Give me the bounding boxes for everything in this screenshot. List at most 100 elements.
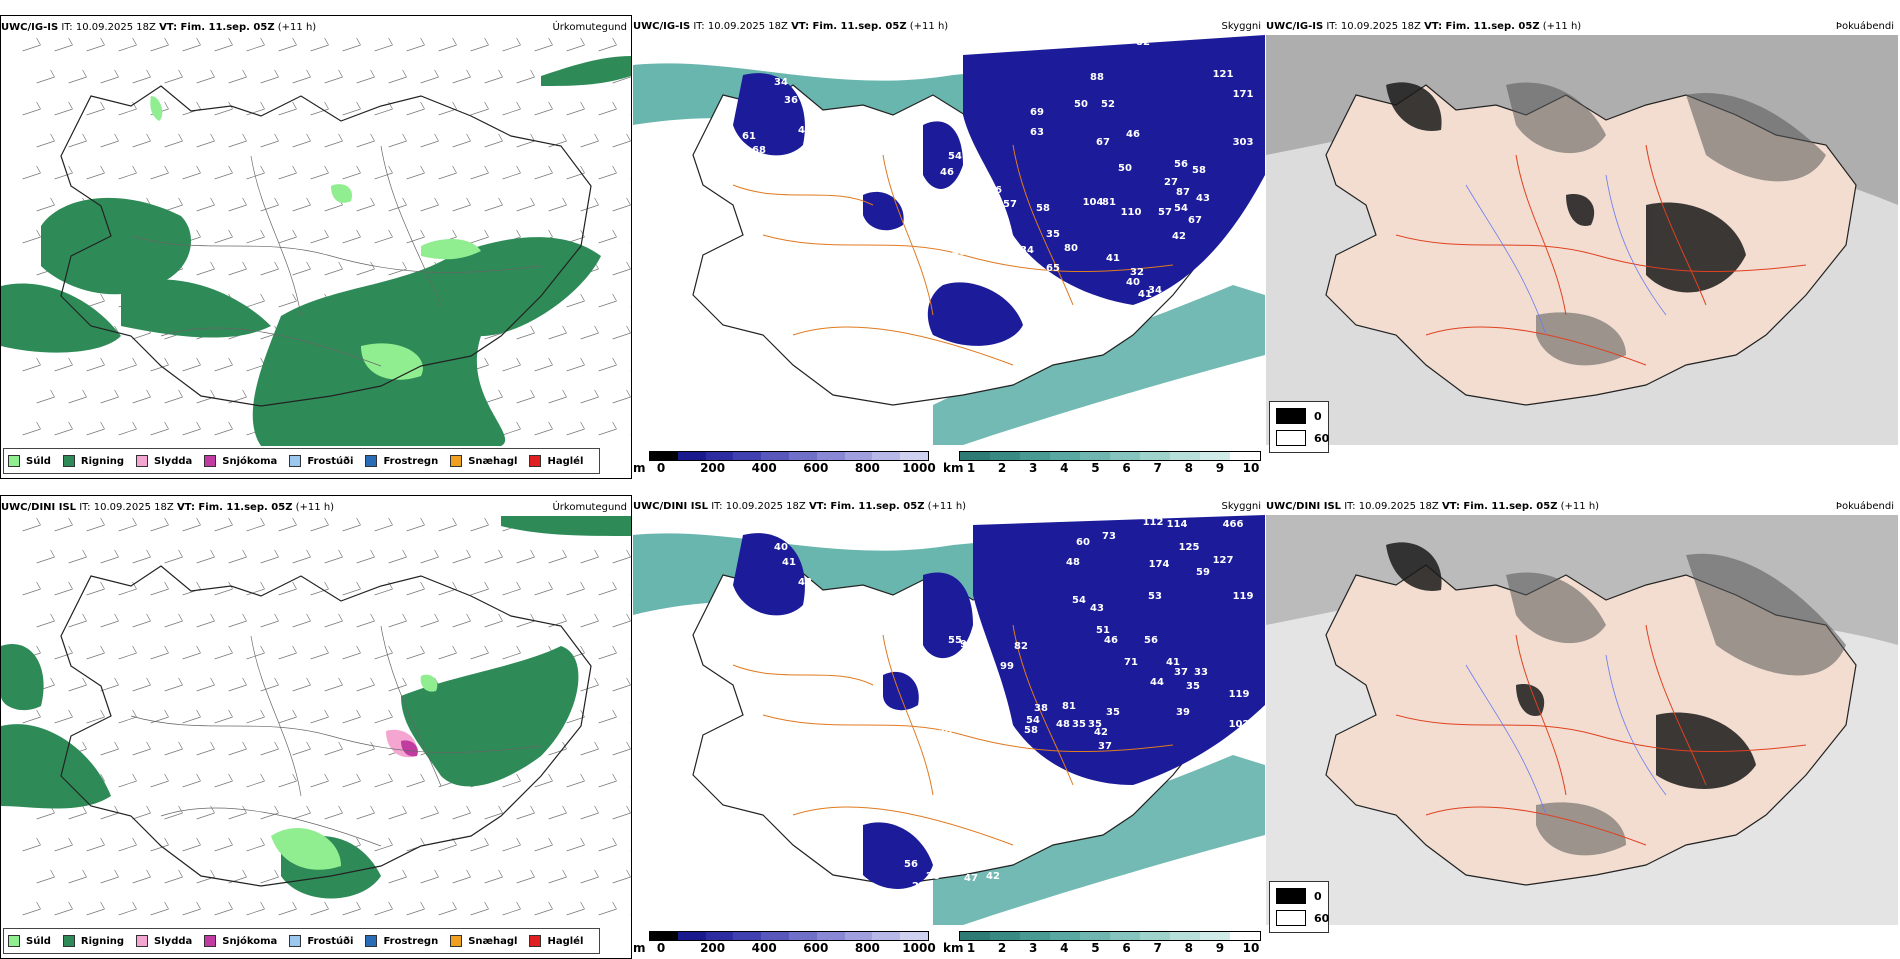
ceiling-value-label: 82	[1136, 37, 1150, 48]
wind-barb	[548, 197, 567, 212]
legend-label: Haglél	[547, 935, 584, 947]
it-value: 10.09.2025 18Z	[1358, 501, 1439, 512]
wind-barb	[214, 101, 233, 116]
fog-index-map	[1266, 35, 1898, 445]
wind-barb	[292, 69, 311, 84]
wind-barb	[630, 786, 631, 788]
wind-barb	[246, 581, 265, 596]
colorbar-swatch	[1200, 452, 1230, 460]
wind-barb	[246, 229, 265, 244]
ceiling-value-label: 27	[912, 881, 926, 892]
wind-barb	[374, 901, 393, 916]
it-value: 10.09.2025 18Z	[707, 21, 788, 32]
wind-barb	[630, 658, 631, 660]
wind-barb	[502, 581, 521, 596]
legend-item: Rigning	[62, 935, 124, 947]
wind-barb	[484, 549, 503, 564]
wind-barb	[118, 837, 137, 852]
wind-barb	[630, 914, 631, 916]
wind-barb	[548, 805, 567, 820]
ceiling-value-label: 63	[1030, 127, 1044, 138]
wind-barb	[598, 165, 617, 180]
ceiling-colorbar-tick: 1000	[902, 941, 936, 955]
fog-legend-label: 0	[1314, 409, 1322, 423]
wind-barb	[580, 613, 599, 628]
ceiling-colorbar-tick: 800	[854, 941, 880, 955]
panel-header: UWC/IG-IS IT: 10.09.2025 18Z VT: Fim. 11…	[1266, 20, 1898, 34]
wind-barb	[406, 37, 425, 52]
wind-barb	[612, 677, 631, 692]
wind-barb	[502, 165, 521, 180]
wind-barb	[342, 773, 361, 788]
wind-barb	[630, 722, 631, 724]
wind-barb	[598, 229, 617, 244]
legend-swatch	[136, 935, 149, 947]
rivers	[1465, 174, 1667, 336]
ceiling-value-label: 43	[1090, 603, 1104, 614]
wind-barb	[36, 613, 55, 628]
it-label: IT:	[693, 21, 705, 32]
ceiling-value-label: 57	[1158, 207, 1172, 218]
wind-barb	[516, 805, 535, 820]
wind-barb	[356, 741, 375, 756]
wind-barb	[100, 805, 119, 820]
ceiling-value-label: 46	[988, 185, 1002, 196]
ceiling-value-label: 32	[1064, 327, 1078, 338]
wind-barb	[182, 165, 201, 180]
colorbar-swatch	[900, 452, 928, 460]
wind-barb	[534, 101, 553, 116]
wind-barb	[182, 901, 201, 916]
wind-barb	[420, 613, 439, 628]
wind-barb	[388, 549, 407, 564]
wind-barb	[388, 613, 407, 628]
wind-barb	[228, 549, 247, 564]
ceiling-value-label: 59	[1022, 779, 1036, 790]
wind-barb	[580, 677, 599, 692]
colorbar-swatch	[761, 932, 789, 940]
wind-barb	[470, 837, 489, 852]
legend-item: Súld	[8, 455, 51, 467]
wind-barb	[484, 869, 503, 884]
ceiling-value-label: 46	[940, 167, 954, 178]
ceiling-value-label: 81	[1062, 701, 1076, 712]
wind-barb	[566, 165, 585, 180]
wind-barb	[612, 325, 631, 340]
legend-label: Slydda	[154, 935, 193, 947]
wind-barb	[534, 581, 553, 596]
visibility-colorbar: km 1 2 3 4 5 6 7 8 9 10	[943, 451, 1265, 477]
legend-label: Frostúði	[307, 935, 354, 947]
ceiling-value-label: 35	[1106, 707, 1120, 718]
fog-swatch-0	[1276, 408, 1306, 424]
wind-barb	[534, 37, 553, 52]
ceiling-value-label: 119	[1233, 591, 1254, 602]
wind-barb	[452, 869, 471, 884]
wind-barb	[356, 69, 375, 84]
wind-barb	[228, 69, 247, 84]
wind-barb	[516, 389, 535, 404]
ceiling-value-label: 59	[1196, 567, 1210, 578]
low-cloud-areas	[733, 515, 1265, 889]
wind-barb	[612, 869, 631, 884]
legend-label: Snæhagl	[468, 935, 518, 947]
visibility-colorbar: km 1 2 3 4 5 6 7 8 9 10	[943, 931, 1265, 957]
legend-label: Snjókoma	[222, 455, 278, 467]
wind-barb	[260, 741, 279, 756]
wind-barb	[324, 741, 343, 756]
ceiling-value-label: 112	[1143, 517, 1164, 528]
ceiling-value-label: 73	[1102, 531, 1116, 542]
visibility-colorbar-tick: 8	[1184, 941, 1193, 955]
ceiling-value-label: 58	[962, 641, 976, 652]
wind-barb	[598, 773, 617, 788]
roads	[130, 625, 542, 847]
wind-barb	[196, 549, 215, 564]
ceiling-value-label: 42	[1094, 727, 1108, 738]
wind-barb	[132, 869, 151, 884]
legend-swatch	[529, 455, 542, 467]
wind-barb	[164, 805, 183, 820]
wind-barb	[406, 165, 425, 180]
wind-barb	[598, 101, 617, 116]
ceiling-value-label: 99	[960, 639, 974, 650]
wind-barb	[310, 901, 329, 916]
wind-barb	[182, 357, 201, 372]
wind-barb	[214, 229, 233, 244]
